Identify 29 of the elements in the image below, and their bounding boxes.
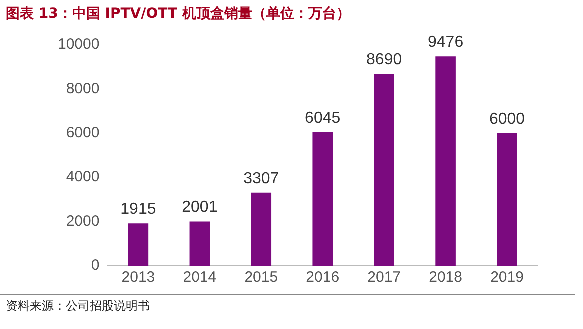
bar (190, 222, 210, 266)
data-label: 3307 (244, 170, 280, 188)
chart-title: 图表 13：中国 IPTV/OTT 机顶盒销量（单位：万台） (6, 5, 350, 23)
bar (128, 224, 149, 266)
data-label: 1915 (120, 201, 156, 218)
x-tick-label: 2017 (368, 269, 402, 286)
bar (374, 74, 394, 266)
text: 资料来源：公司招股说明书 (6, 298, 150, 315)
x-tick-label: 2015 (244, 269, 278, 286)
y-tick-label: 0 (91, 257, 100, 274)
data-label: 9476 (428, 34, 464, 51)
bar (312, 132, 333, 266)
data-label: 6045 (305, 110, 341, 127)
x-tick-label: 2018 (429, 269, 462, 286)
x-tick-label: 2016 (306, 269, 340, 286)
x-tick-label: 2019 (490, 269, 524, 286)
data-label: 8690 (366, 51, 402, 68)
bar (251, 192, 272, 266)
data-label: 6000 (489, 110, 526, 128)
y-tick-label: 8000 (66, 80, 100, 98)
y-tick-label: 6000 (66, 124, 100, 142)
y-tick-label: 2000 (66, 212, 100, 230)
x-tick-label: 2013 (122, 269, 156, 286)
bar (497, 133, 518, 266)
y-tick-label: 10000 (58, 36, 100, 54)
bar (436, 56, 456, 266)
y-tick-label: 4000 (66, 168, 100, 186)
x-tick-label: 2014 (183, 269, 217, 286)
data-label: 2001 (182, 199, 218, 216)
